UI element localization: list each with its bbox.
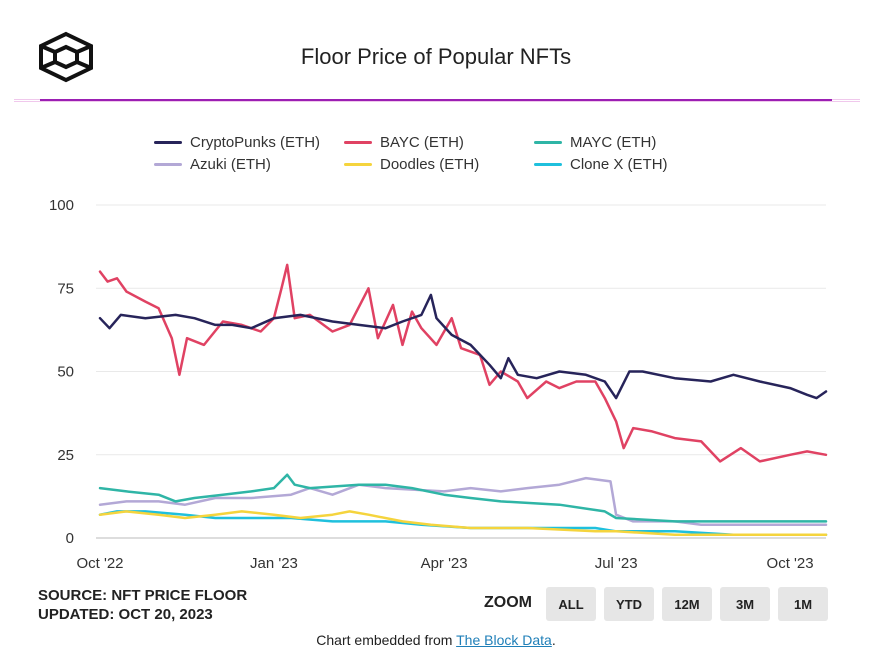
series-line-mayc-eth (98, 473, 828, 523)
zoom-1m-button[interactable]: 1M (778, 587, 828, 621)
x-tick-label: Jan '23 (250, 555, 298, 572)
legend-label: MAYC (ETH) (570, 134, 657, 151)
series-line-azuki-eth (98, 476, 828, 526)
y-tick-label: 0 (66, 530, 74, 547)
legend-label: Azuki (ETH) (190, 156, 271, 173)
legend-label: Clone X (ETH) (570, 156, 668, 173)
legend-item-mayc-eth[interactable]: MAYC (ETH) (534, 134, 656, 151)
the-block-data-link[interactable]: The Block Data (456, 632, 552, 648)
zoom-all-button[interactable]: ALL (546, 587, 596, 621)
legend-item-doodles-eth[interactable]: Doodles (ETH) (344, 156, 479, 173)
legend-swatch (534, 141, 562, 144)
legend-item-clone-x-eth[interactable]: Clone X (ETH) (534, 156, 668, 173)
x-tick-label: Jul '23 (595, 555, 638, 572)
series-line-doodles-eth (98, 510, 828, 536)
embed-suffix: . (551, 632, 556, 648)
line-chart: 0 25 50 75 100 Oct '22 Jan '23 Apr '23 Jul '23 Oc… (49, 197, 828, 572)
series-line-cryptopunks-eth (98, 293, 828, 400)
legend-item-cryptopunks-eth[interactable]: CryptoPunks (ETH) (154, 134, 320, 151)
source-label: SOURCE: NFT PRICE FLOOR (38, 587, 248, 604)
legend-swatch (534, 163, 562, 166)
chart-title: Floor Price of Popular NFTs (300, 44, 572, 69)
zoom-ytd-button[interactable]: YTD (604, 587, 654, 621)
embed-prefix: Chart embedded from (316, 632, 457, 648)
legend-item-azuki-eth[interactable]: Azuki (ETH) (154, 156, 271, 173)
y-tick-label: 75 (57, 280, 74, 297)
updated-label: UPDATED: OCT 20, 2023 (38, 606, 213, 623)
title-divider (14, 99, 860, 102)
zoom-label: ZOOM (484, 594, 532, 611)
x-tick-label: Oct '22 (76, 555, 123, 572)
y-tick-label: 25 (57, 447, 74, 464)
zoom-3m-button[interactable]: 3M (720, 587, 770, 621)
legend-swatch (154, 141, 182, 144)
series-line-bayc-eth (98, 263, 828, 463)
embed-note: Chart embedded from The Block Data. (0, 632, 872, 648)
legend-item-bayc-eth[interactable]: BAYC (ETH) (344, 134, 464, 151)
y-tick-label: 100 (49, 197, 74, 214)
legend-swatch (344, 141, 372, 144)
legend-label: BAYC (ETH) (380, 134, 464, 151)
legend-label: CryptoPunks (ETH) (190, 134, 321, 151)
y-tick-label: 50 (57, 364, 74, 381)
chart-meta: SOURCE: NFT PRICE FLOOR UPDATED: OCT 20,… (38, 586, 247, 624)
legend-label: Doodles (ETH) (380, 156, 480, 173)
legend-swatch (344, 163, 372, 166)
x-tick-label: Apr '23 (421, 555, 468, 572)
zoom-12m-button[interactable]: 12M (662, 587, 712, 621)
x-tick-label: Oct '23 (767, 555, 814, 572)
the-block-cube-logo (39, 31, 93, 83)
legend-swatch (154, 163, 182, 166)
